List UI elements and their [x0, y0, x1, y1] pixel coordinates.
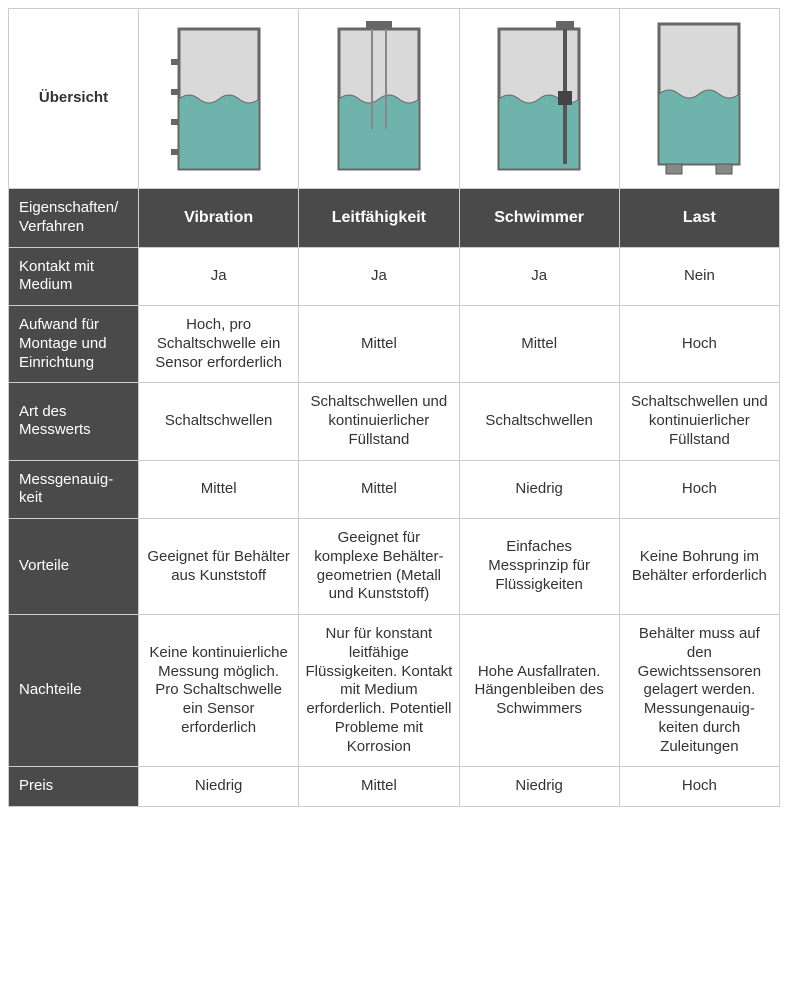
tank-float-icon: [459, 9, 619, 189]
tank-load-icon: [619, 9, 779, 189]
table-cell: Nein: [619, 247, 779, 306]
table-cell: Keine kontinuierliche Messung möglich. P…: [139, 615, 299, 767]
overview-row: Übersicht: [9, 9, 780, 189]
table-cell: Niedrig: [459, 767, 619, 807]
row-label: Art des Messwerts: [9, 383, 139, 460]
col-header-1: Leitfähigkeit: [299, 189, 459, 248]
table-cell: Mittel: [139, 460, 299, 519]
table-cell: Schaltschwellen und kontinuierlicher Fül…: [299, 383, 459, 460]
col-header-0: Vibration: [139, 189, 299, 248]
row-label: Aufwand für Montage und Einrichtung: [9, 306, 139, 383]
table-row: Messgenauig-keitMittelMittelNiedrigHoch: [9, 460, 780, 519]
table-cell: Ja: [459, 247, 619, 306]
table-cell: Ja: [299, 247, 459, 306]
table-row: NachteileKeine kontinuierliche Messung m…: [9, 615, 780, 767]
table-cell: Hoch, pro Schaltschwelle ein Sensor erfo…: [139, 306, 299, 383]
row-label: Vorteile: [9, 519, 139, 615]
table-row: Aufwand für Montage und EinrichtungHoch,…: [9, 306, 780, 383]
table-row: Kontakt mit MediumJaJaJaNein: [9, 247, 780, 306]
table-cell: Mittel: [299, 767, 459, 807]
table-cell: Keine Bohrung im Behälter erforderlich: [619, 519, 779, 615]
table-cell: Einfaches Messprinzip für Flüssigkeiten: [459, 519, 619, 615]
table-cell: Mittel: [459, 306, 619, 383]
row-label: Preis: [9, 767, 139, 807]
table-cell: Hoch: [619, 306, 779, 383]
tank-conductivity-icon: [299, 9, 459, 189]
row-label: Nachteile: [9, 615, 139, 767]
table-cell: Mittel: [299, 306, 459, 383]
header-row: Eigenschaften/ Verfahren Vibration Leitf…: [9, 189, 780, 248]
table-cell: Schaltschwellen: [459, 383, 619, 460]
table-row: Art des MesswertsSchaltschwellenSchaltsc…: [9, 383, 780, 460]
table-cell: Niedrig: [459, 460, 619, 519]
table-cell: Mittel: [299, 460, 459, 519]
table-cell: Schaltschwellen: [139, 383, 299, 460]
table-cell: Nur für konstant leitfähige Flüssigkeite…: [299, 615, 459, 767]
col-header-2: Schwimmer: [459, 189, 619, 248]
table-cell: Ja: [139, 247, 299, 306]
table-cell: Geeignet für Behälter aus Kunststoff: [139, 519, 299, 615]
header-label: Eigenschaften/ Verfahren: [9, 189, 139, 248]
row-label: Kontakt mit Medium: [9, 247, 139, 306]
overview-label: Übersicht: [9, 9, 139, 189]
table-cell: Hoch: [619, 460, 779, 519]
table-cell: Hohe Ausfallraten. Hängenbleiben des Sch…: [459, 615, 619, 767]
table-cell: Geeignet für komplexe Behälter-geometrie…: [299, 519, 459, 615]
col-header-3: Last: [619, 189, 779, 248]
table-cell: Hoch: [619, 767, 779, 807]
comparison-table: Übersicht: [8, 8, 780, 807]
table-cell: Niedrig: [139, 767, 299, 807]
table-row: PreisNiedrigMittelNiedrigHoch: [9, 767, 780, 807]
table-row: VorteileGeeignet für Behälter aus Kunsts…: [9, 519, 780, 615]
table-cell: Schaltschwellen und kontinuierlicher Fül…: [619, 383, 779, 460]
tank-vibration-icon: [139, 9, 299, 189]
table-cell: Behälter muss auf den Gewichtssensoren g…: [619, 615, 779, 767]
row-label: Messgenauig-keit: [9, 460, 139, 519]
